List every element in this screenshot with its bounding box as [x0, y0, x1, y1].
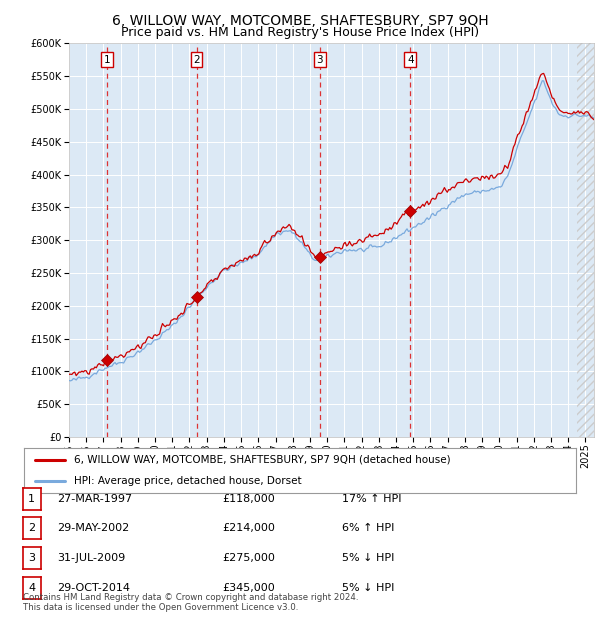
Text: 27-MAR-1997: 27-MAR-1997	[57, 494, 132, 504]
Text: 2: 2	[28, 523, 35, 533]
Text: 6% ↑ HPI: 6% ↑ HPI	[342, 523, 394, 533]
Text: £118,000: £118,000	[222, 494, 275, 504]
Bar	[577, 43, 594, 437]
Text: 6, WILLOW WAY, MOTCOMBE, SHAFTESBURY, SP7 9QH (detached house): 6, WILLOW WAY, MOTCOMBE, SHAFTESBURY, SP…	[74, 455, 451, 465]
Text: 6, WILLOW WAY, MOTCOMBE, SHAFTESBURY, SP7 9QH: 6, WILLOW WAY, MOTCOMBE, SHAFTESBURY, SP…	[112, 14, 488, 28]
Text: 4: 4	[407, 55, 413, 65]
Text: 1: 1	[104, 55, 110, 65]
Text: 1: 1	[28, 494, 35, 504]
Text: 29-MAY-2002: 29-MAY-2002	[57, 523, 129, 533]
Text: 29-OCT-2014: 29-OCT-2014	[57, 583, 130, 593]
Text: 4: 4	[28, 583, 35, 593]
Text: 2: 2	[193, 55, 200, 65]
Text: 3: 3	[317, 55, 323, 65]
Text: 17% ↑ HPI: 17% ↑ HPI	[342, 494, 401, 504]
Text: £345,000: £345,000	[222, 583, 275, 593]
Text: Price paid vs. HM Land Registry's House Price Index (HPI): Price paid vs. HM Land Registry's House …	[121, 26, 479, 39]
Bar	[577, 43, 594, 437]
Text: 3: 3	[28, 553, 35, 563]
Text: £275,000: £275,000	[222, 553, 275, 563]
Text: 5% ↓ HPI: 5% ↓ HPI	[342, 553, 394, 563]
Text: 5% ↓ HPI: 5% ↓ HPI	[342, 583, 394, 593]
Text: £214,000: £214,000	[222, 523, 275, 533]
Text: 31-JUL-2009: 31-JUL-2009	[57, 553, 125, 563]
Text: HPI: Average price, detached house, Dorset: HPI: Average price, detached house, Dors…	[74, 476, 301, 486]
Text: Contains HM Land Registry data © Crown copyright and database right 2024.
This d: Contains HM Land Registry data © Crown c…	[23, 593, 358, 612]
